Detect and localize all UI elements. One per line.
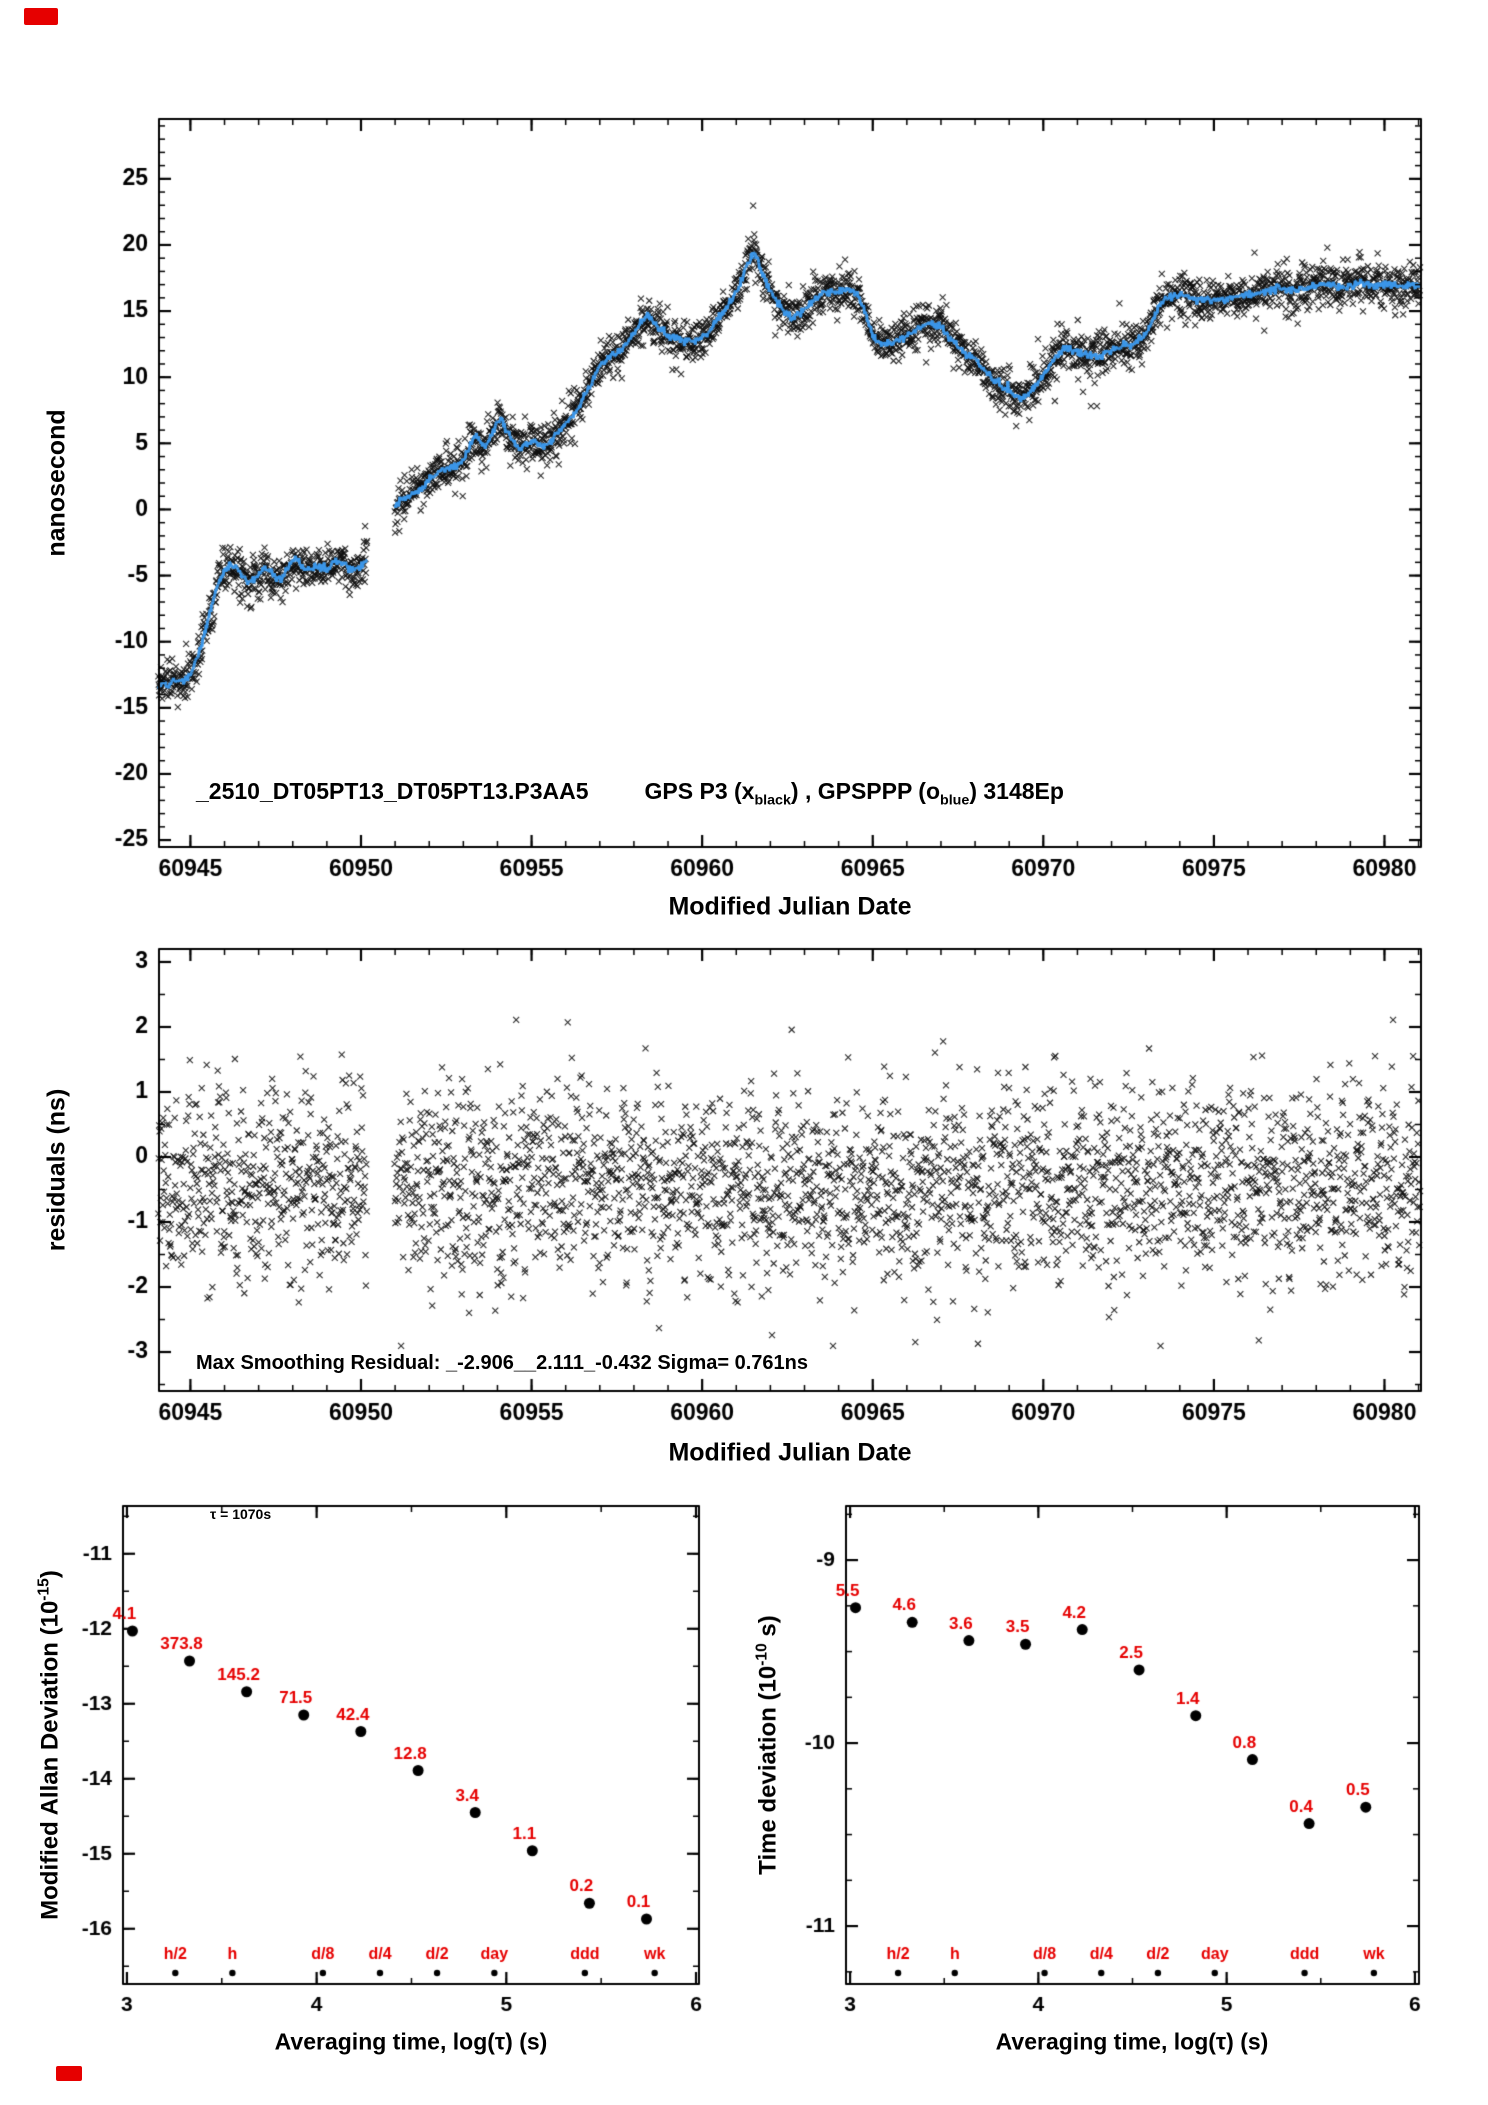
red-corner-mark-bottom-left [56, 2066, 82, 2081]
mdev-y-axis-title-close: ) [36, 1570, 64, 1579]
mdev-unit-exponent: -15 [35, 1578, 53, 1601]
gps-p3-label: GPS P3 (x [644, 778, 755, 804]
top-chart-x-axis-title: Modified Julian Date [668, 892, 912, 921]
epoch-count-label: ) 3148Ep [969, 778, 1064, 804]
tdev-y-axis-title-text: Time deviation (10 [754, 1665, 782, 1875]
max-smoothing-residual-annotation: Max Smoothing Residual: _-2.906__2.111_-… [196, 1352, 808, 1374]
blue-marker-subscript: blue [940, 792, 970, 809]
series-legend-annotation: _2510_DT05PT13_DT05PT13.P3AA5 GPS P3 (xbl… [196, 778, 1064, 809]
tdev-x-axis-title: Averaging time, log(τ) (s) [995, 2028, 1269, 2055]
tdev-unit-exponent: -10 [753, 1643, 771, 1666]
gpsppp-label: ) , GPSPPP (o [790, 778, 941, 804]
tau-annotation: τ = 1070s [210, 1506, 272, 1522]
mdev-y-axis-title: Modified Allan Deviation (10-15) [36, 1570, 65, 1920]
residual-x-axis-title: Modified Julian Date [668, 1438, 912, 1467]
mdev-y-axis-title-text: Modified Allan Deviation (10 [36, 1600, 64, 1920]
black-marker-subscript: black [754, 792, 791, 809]
residual-y-axis-title: residuals (ns) [42, 1088, 71, 1252]
mdev-x-axis-title: Averaging time, log(τ) (s) [274, 2028, 548, 2055]
file-id-label: _2510_DT05PT13_DT05PT13.P3AA5 [196, 778, 589, 804]
tdev-y-axis-title: Time deviation (10-10 s) [754, 1615, 783, 1875]
tdev-y-axis-title-close: s) [754, 1615, 782, 1644]
top-chart-y-axis-title: nanosecond [42, 409, 71, 557]
red-corner-mark-top-left [24, 8, 58, 25]
